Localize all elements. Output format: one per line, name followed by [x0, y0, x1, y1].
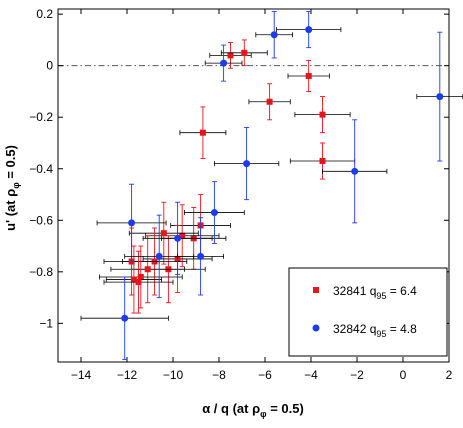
data-point-square [319, 111, 326, 118]
legend: 32841 q95 = 6.4 32842 q95 = 4.8 [288, 267, 448, 357]
x-tick-label: −8 [212, 368, 226, 382]
y-tick-label: −1 [39, 316, 53, 330]
y-tick-label: 0.2 [36, 7, 53, 21]
data-point-square [160, 230, 167, 237]
data-point-circle [270, 31, 278, 39]
y-tick-label: −0.2 [29, 110, 53, 124]
y-tick-label: 0 [46, 59, 53, 73]
data-point-circle [351, 167, 359, 175]
x-tick-label: −10 [163, 368, 184, 382]
legend-marker-32841 [313, 287, 319, 293]
data-point-square [319, 158, 326, 165]
y-tick-label: −0.4 [29, 162, 53, 176]
data-point-square [199, 129, 206, 136]
legend-label-32841: 32841 q95 = 6.4 [333, 284, 417, 301]
data-point-square [137, 273, 144, 280]
data-point-circle [436, 93, 444, 101]
data-point-square [266, 98, 273, 105]
axis-ticks: −14 −12 −10 −8 −6 −4 −2 0 2 0.2 0 −0.2 −0.4 −0.6 −0.8 −… [29, 7, 452, 382]
x-tick-label: −2 [350, 368, 364, 382]
x-tick-label: −6 [258, 368, 272, 382]
data-point-square [179, 232, 186, 239]
data-point-square [305, 72, 312, 79]
data-point-circle [210, 209, 218, 217]
data-point-circle [197, 252, 205, 260]
x-tick-label: 2 [446, 368, 453, 382]
data-point-square [241, 49, 248, 56]
data-point-square [135, 279, 142, 286]
series-32841 [99, 39, 356, 314]
y-tick-label: −0.8 [29, 265, 53, 279]
data-point-circle [128, 219, 136, 227]
data-point-square [130, 276, 137, 283]
data-point-circle [121, 314, 129, 322]
y-axis-label: u' (at ρφ = 0.5) [3, 145, 21, 231]
legend-marker-32842 [312, 324, 320, 332]
x-tick-label: −14 [71, 368, 92, 382]
data-point-circle [174, 234, 182, 242]
data-series [80, 11, 463, 360]
x-tick-label: 0 [400, 368, 407, 382]
x-tick-label: −12 [117, 368, 138, 382]
legend-box [288, 267, 448, 357]
y-tick-label: −0.6 [29, 213, 53, 227]
data-point-circle [243, 160, 251, 168]
data-point-circle [155, 252, 163, 260]
data-point-square [144, 266, 151, 273]
data-point-circle [220, 59, 228, 67]
x-axis-label: α / q (at ρφ = 0.5) [202, 401, 304, 419]
series-32842 [80, 11, 463, 360]
data-point-square [227, 52, 234, 59]
x-tick-label: −4 [304, 368, 318, 382]
data-point-circle [305, 26, 313, 34]
legend-label-32842: 32842 q95 = 4.8 [333, 322, 417, 339]
